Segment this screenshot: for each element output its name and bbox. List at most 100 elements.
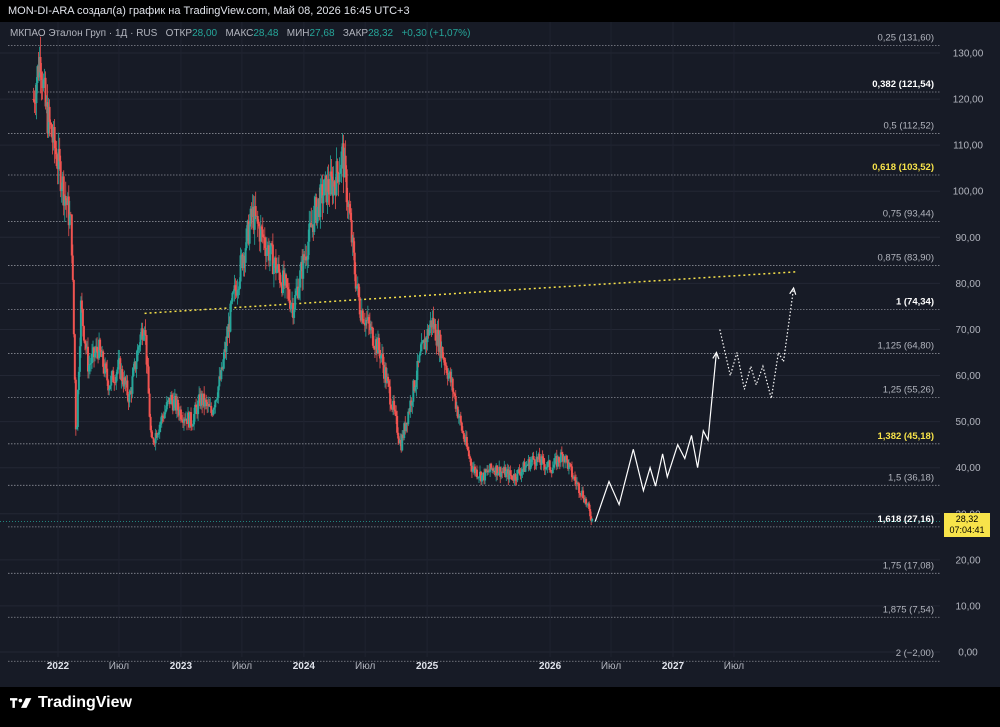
fib-level-label: 0,618 (103,52) xyxy=(872,162,934,173)
candle-body xyxy=(296,286,299,291)
candle-body xyxy=(159,421,162,425)
candle-body xyxy=(82,326,85,341)
candle-body xyxy=(364,319,367,326)
candle-body xyxy=(273,257,276,264)
candle-body xyxy=(71,255,74,280)
candle-body xyxy=(509,470,512,476)
candle-body xyxy=(114,382,117,384)
candle-body xyxy=(291,303,294,305)
candle-body xyxy=(235,290,238,296)
candle-body xyxy=(110,375,113,386)
candle-body xyxy=(243,255,246,263)
candle-body xyxy=(340,151,343,169)
x-tick-label: 2024 xyxy=(293,661,316,672)
candle-body xyxy=(230,301,233,304)
candle-body xyxy=(566,460,569,469)
candle-body xyxy=(429,320,432,328)
candle-body xyxy=(431,317,434,327)
candle-body xyxy=(390,404,393,409)
candle-body xyxy=(260,226,263,230)
candle-body xyxy=(466,446,469,451)
projection-arrowhead xyxy=(712,351,720,360)
open-label: ОТКР xyxy=(165,28,193,39)
candle-body xyxy=(376,337,379,354)
candle-body xyxy=(149,416,152,431)
candle-body xyxy=(173,396,176,400)
chart-author-caption: MON-DI-ARA создал(а) график на TradingVi… xyxy=(8,5,410,17)
candle-body xyxy=(162,416,165,419)
candle-body xyxy=(168,397,171,405)
candle-body xyxy=(75,427,78,430)
candle-body xyxy=(234,285,237,291)
fib-level-label: 1 (74,34) xyxy=(896,296,934,307)
candle-body xyxy=(444,365,447,367)
y-tick-label: 70,00 xyxy=(955,325,980,336)
candle-body xyxy=(526,465,529,466)
candle-body xyxy=(105,363,108,369)
candle-body xyxy=(404,423,407,431)
candle-body xyxy=(329,171,332,195)
candle-body xyxy=(90,363,93,365)
candle-body xyxy=(328,192,331,195)
candle-body xyxy=(275,269,278,273)
price-chart[interactable]: 0,0010,0020,0030,0040,0050,0060,0070,008… xyxy=(0,22,1000,687)
candle-body xyxy=(262,237,265,238)
candle-body xyxy=(206,402,209,406)
candle-body xyxy=(353,252,356,275)
candle-body xyxy=(584,498,587,503)
candle-body xyxy=(271,244,274,275)
candle-body xyxy=(101,351,104,357)
candle-body xyxy=(447,374,450,379)
candle-body xyxy=(279,283,282,285)
y-tick-label: 0,00 xyxy=(958,648,978,659)
candle-body xyxy=(479,471,482,478)
candle-body xyxy=(185,418,188,424)
candle-body xyxy=(79,300,82,347)
candle-body xyxy=(115,374,118,383)
candle-body xyxy=(144,330,147,336)
candle-body xyxy=(513,474,516,481)
candle-body xyxy=(232,291,235,293)
candle-body xyxy=(169,394,172,405)
fib-level-label: 0,25 (131,60) xyxy=(877,33,934,44)
candle-body xyxy=(450,378,453,383)
x-tick-label: Июл xyxy=(601,661,621,672)
candle-body xyxy=(508,470,511,480)
candle-body xyxy=(216,397,219,400)
candle-body xyxy=(406,422,409,425)
candle-body xyxy=(204,399,207,407)
candle-body xyxy=(377,337,380,350)
candle-body xyxy=(490,463,493,469)
candle-body xyxy=(116,369,119,375)
candle-body xyxy=(471,468,474,472)
candle-body xyxy=(187,412,190,424)
candle-body xyxy=(576,482,579,485)
candle-body xyxy=(591,519,594,521)
candle-body xyxy=(320,184,323,186)
candle-body xyxy=(138,344,141,348)
candle-body xyxy=(529,462,532,470)
fib-level-label: 0,5 (112,52) xyxy=(883,121,934,132)
candle-body xyxy=(96,346,99,352)
candle-body xyxy=(449,371,452,383)
candle-body xyxy=(74,379,77,430)
fib-level-label: 1,125 (64,80) xyxy=(877,340,934,351)
candle-body xyxy=(374,339,377,350)
candle-body xyxy=(84,343,87,349)
candle-body xyxy=(401,434,404,451)
candle-body xyxy=(478,477,481,478)
candle-body xyxy=(331,176,334,196)
candle-body xyxy=(326,179,329,203)
chart-panel[interactable]: 0,0010,0020,0030,0040,0050,0060,0070,008… xyxy=(0,22,1000,687)
candle-body xyxy=(391,408,394,410)
candle-body xyxy=(334,186,337,196)
candle-body xyxy=(270,243,273,245)
candle-body xyxy=(78,346,81,372)
candle-body xyxy=(344,155,347,170)
candle-body xyxy=(330,171,333,177)
candle-body xyxy=(487,470,490,473)
tradingview-logo[interactable]: TradingView xyxy=(10,694,132,712)
candle-body xyxy=(361,310,364,323)
candle-body xyxy=(184,418,187,421)
candle-body xyxy=(349,212,352,221)
